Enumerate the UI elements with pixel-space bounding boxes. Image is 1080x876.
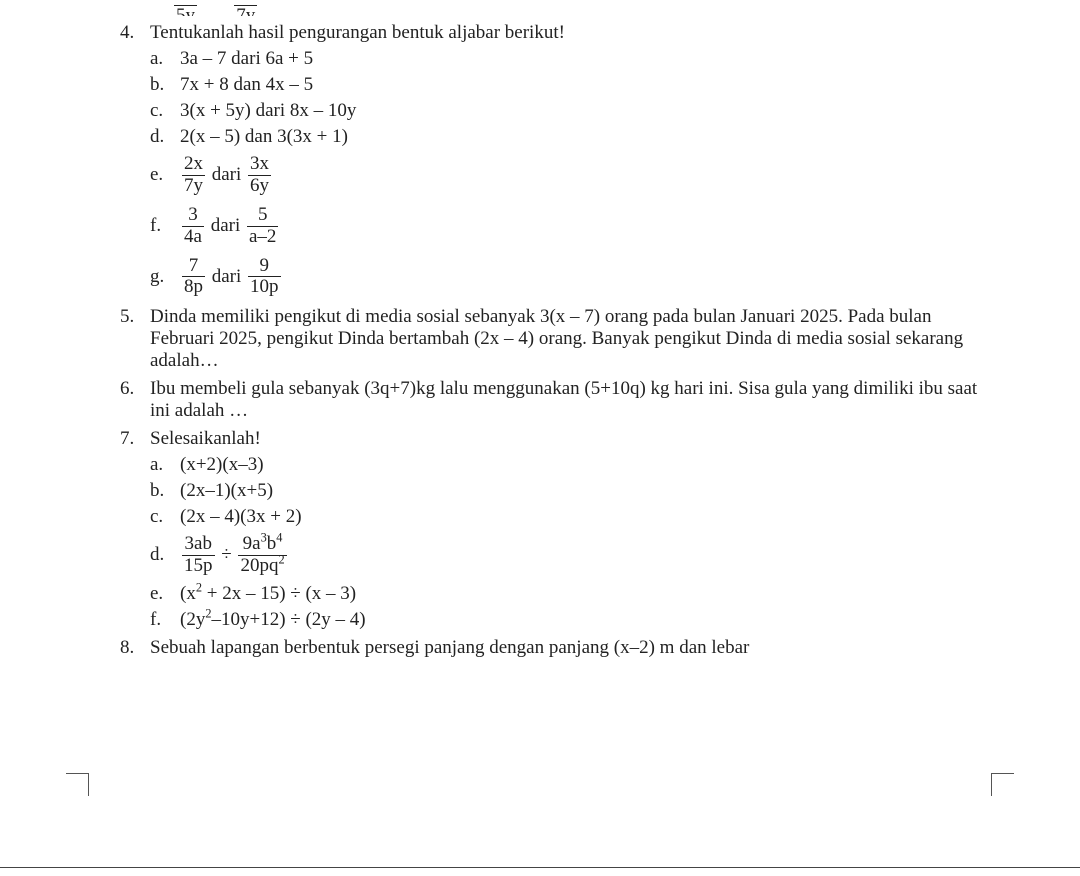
q4-item-c: c.3(x + 5y) dari 8x – 10y — [150, 98, 990, 122]
question-number: 6. — [120, 378, 150, 422]
question-4: 4. Tentukanlah hasil pengurangan bentuk … — [120, 22, 990, 300]
q4-item-f: f. 34a dari 5a–2 — [150, 201, 990, 250]
question-5: 5. Dinda memiliki pengikut di media sosi… — [120, 306, 990, 372]
q4-item-b: b.7x + 8 dan 4x – 5 — [150, 72, 990, 96]
q4-item-d: d.2(x – 5) dan 3(3x + 1) — [150, 124, 990, 148]
question-6: 6. Ibu membeli gula sebanyak (3q+7)kg la… — [120, 378, 990, 422]
question-text: Sebuah lapangan berbentuk persegi panjan… — [150, 637, 990, 659]
question-number: 4. — [120, 22, 150, 300]
partial-previous-line: 5y 7y — [120, 0, 990, 16]
q7-item-d: d. 3ab15p ÷ 9a3b4 20pq2 — [150, 530, 990, 579]
q7-item-c: c.(2x – 4)(3x + 2) — [150, 504, 990, 528]
q7-item-a: a.(x+2)(x–3) — [150, 452, 990, 476]
question-8: 8. Sebuah lapangan berbentuk persegi pan… — [120, 637, 990, 659]
q4-item-e: e. 2x7y dari 3x6y — [150, 150, 990, 199]
question-prompt: Selesaikanlah! — [150, 428, 261, 449]
question-number: 7. — [120, 428, 150, 631]
crop-marks — [0, 773, 1080, 801]
question-number: 8. — [120, 637, 150, 659]
q7-item-b: b.(2x–1)(x+5) — [150, 478, 990, 502]
q7-item-e: e. (x2 + 2x – 15) ÷ (x – 3) — [150, 581, 990, 605]
q4-item-a: a.3a – 7 dari 6a + 5 — [150, 46, 990, 70]
question-7: 7. Selesaikanlah! a.(x+2)(x–3) b.(2x–1)(… — [120, 428, 990, 631]
question-prompt: Tentukanlah hasil pengurangan bentuk alj… — [150, 22, 565, 43]
question-text: Ibu membeli gula sebanyak (3q+7)kg lalu … — [150, 378, 990, 422]
question-text: Dinda memiliki pengikut di media sosial … — [150, 306, 990, 372]
question-number: 5. — [120, 306, 150, 372]
page-bottom-rule — [0, 867, 1080, 868]
q7-item-f: f. (2y2–10y+12) ÷ (2y – 4) — [150, 607, 990, 631]
q4-item-g: g. 78p dari 910p — [150, 252, 990, 301]
crop-mark-right-icon — [991, 773, 1014, 796]
crop-mark-left-icon — [66, 773, 89, 796]
